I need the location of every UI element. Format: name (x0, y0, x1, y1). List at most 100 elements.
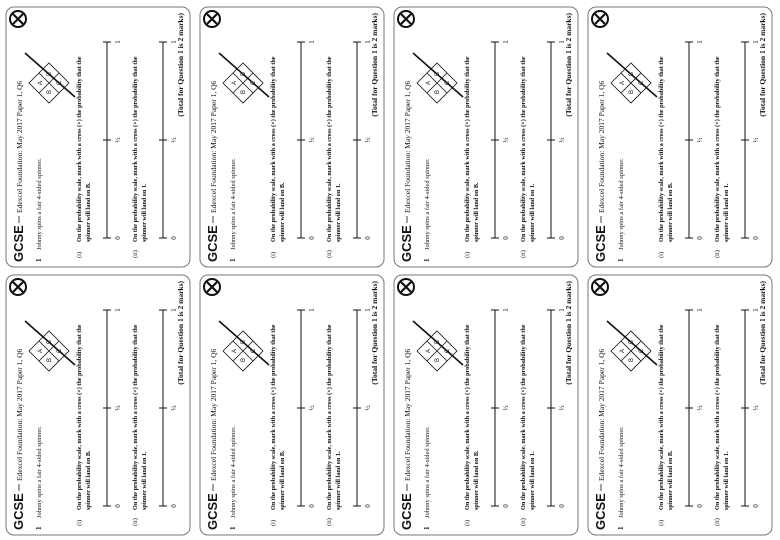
scale-label: 1 (170, 308, 178, 312)
spinner-label: B (47, 72, 53, 76)
part-text: spinner will land on 1. (723, 451, 730, 510)
card: GCSE Edexcel Foundation: May 2017 Paper 1… (393, 6, 579, 268)
cross-icon (400, 281, 412, 293)
scale-label: ½ (364, 405, 372, 410)
total-marks: (Total for Question 1 is 2 marks) (758, 13, 767, 117)
part-text: spinner will land on B. (279, 182, 286, 242)
spinner-label: C (57, 348, 63, 353)
scale-label: 0 (752, 504, 760, 508)
part-label: (ii) (132, 250, 139, 258)
scale-label: 0 (170, 504, 178, 508)
cross-icon (12, 13, 24, 25)
scale-label: 0 (114, 236, 122, 240)
scale-label: ½ (696, 137, 704, 142)
part-label: (i) (76, 520, 83, 526)
cross-icon (594, 13, 606, 25)
spinner-label: C (251, 348, 257, 353)
scale-label: ½ (364, 137, 372, 142)
scale-label: 0 (364, 236, 372, 240)
spinner (28, 62, 70, 104)
logo: GCSE (593, 225, 608, 262)
spinner-label: A (38, 349, 44, 353)
scale-label: 1 (170, 40, 178, 44)
part-label: (ii) (714, 518, 721, 526)
spinner-label: B (47, 90, 53, 94)
spinner-label: B (629, 340, 635, 344)
part-label: (i) (658, 252, 665, 258)
part-label: (i) (76, 252, 83, 258)
question-number: 1 (423, 258, 431, 262)
spinner-label: C (639, 348, 645, 353)
part-text: On the probability scale, mark with a cr… (76, 56, 83, 242)
scale-label: 1 (308, 40, 316, 44)
card-content: GCSE Edexcel Foundation: May 2017 Paper 1… (397, 278, 573, 530)
spinner (416, 62, 458, 104)
scale-label: ½ (114, 137, 122, 142)
scale-label: 1 (364, 40, 372, 44)
spinner-label: B (241, 358, 247, 362)
card-content: GCSE Edexcel Foundation: May 2017 Paper 1… (203, 278, 379, 530)
logo: GCSE (593, 493, 608, 530)
cross-icon (400, 13, 412, 25)
spinner-label: C (639, 80, 645, 85)
intro: Johnny spins a fair 4-sided spinner. (424, 426, 431, 518)
spinner-label: A (620, 349, 626, 353)
spinner-arrow (218, 320, 270, 366)
scale-label: ½ (308, 137, 316, 142)
spinner-label: B (435, 90, 441, 94)
card-border (5, 6, 191, 268)
spinner-arrow (24, 320, 76, 366)
card-content: GCSE Edexcel Foundation: May 2017 Paper 1… (591, 278, 767, 530)
scale-label: ½ (502, 137, 510, 142)
scale-label: 0 (696, 504, 704, 508)
spinner (610, 330, 652, 372)
scale-label: 0 (696, 236, 704, 240)
scale-label: 0 (308, 236, 316, 240)
spinner-arrow (606, 320, 658, 366)
logo: GCSE (205, 225, 220, 262)
part-text: On the probability scale, mark with a cr… (658, 56, 665, 242)
part-text: spinner will land on B. (85, 450, 92, 510)
scale-label: ½ (696, 405, 704, 410)
source: Edexcel Foundation: May 2017 Paper 1, Q6 (403, 348, 412, 481)
part-text: spinner will land on 1. (141, 183, 148, 242)
spinner (28, 330, 70, 372)
part-label: (i) (270, 252, 277, 258)
source: Edexcel Foundation: May 2017 Paper 1, Q6 (597, 348, 606, 481)
scale-label: 0 (558, 236, 566, 240)
scale-label: 1 (502, 308, 510, 312)
part-text: On the probability scale, mark with a cr… (520, 56, 527, 242)
scale-label: 1 (114, 308, 122, 312)
part-label: (ii) (520, 518, 527, 526)
part-text: On the probability scale, mark with a cr… (76, 324, 83, 510)
part-text: spinner will land on B. (667, 450, 674, 510)
part-text: On the probability scale, mark with a cr… (326, 56, 333, 242)
scale-label: 1 (752, 308, 760, 312)
scale-label: ½ (558, 405, 566, 410)
spinner-arrow (24, 52, 76, 98)
card-content: GCSE Edexcel Foundation: May 2017 Paper 1… (591, 10, 767, 262)
spinner-label: C (251, 80, 257, 85)
source: Edexcel Foundation: May 2017 Paper 1, Q6 (15, 80, 24, 213)
intro: Johnny spins a fair 4-sided spinner. (618, 158, 625, 250)
card: GCSE Edexcel Foundation: May 2017 Paper 1… (587, 274, 773, 536)
part-text: spinner will land on 1. (335, 451, 342, 510)
scale-label: 1 (114, 40, 122, 44)
cross-icon (594, 281, 606, 293)
spinner-label: B (47, 358, 53, 362)
scale-label: ½ (170, 405, 178, 410)
logo: GCSE (11, 493, 26, 530)
total-marks: (Total for Question 1 is 2 marks) (758, 281, 767, 385)
part-label: (ii) (326, 250, 333, 258)
total-marks: (Total for Question 1 is 2 marks) (564, 13, 573, 117)
source: Edexcel Foundation: May 2017 Paper 1, Q6 (15, 348, 24, 481)
spinner-label: B (435, 340, 441, 344)
part-label: (i) (270, 520, 277, 526)
spinner-label: A (620, 81, 626, 85)
spinner-arrow (412, 52, 464, 98)
scale-label: ½ (308, 405, 316, 410)
part-text: spinner will land on B. (473, 450, 480, 510)
part-text: On the probability scale, mark with a cr… (658, 324, 665, 510)
intro: Johnny spins a fair 4-sided spinner. (230, 158, 237, 250)
